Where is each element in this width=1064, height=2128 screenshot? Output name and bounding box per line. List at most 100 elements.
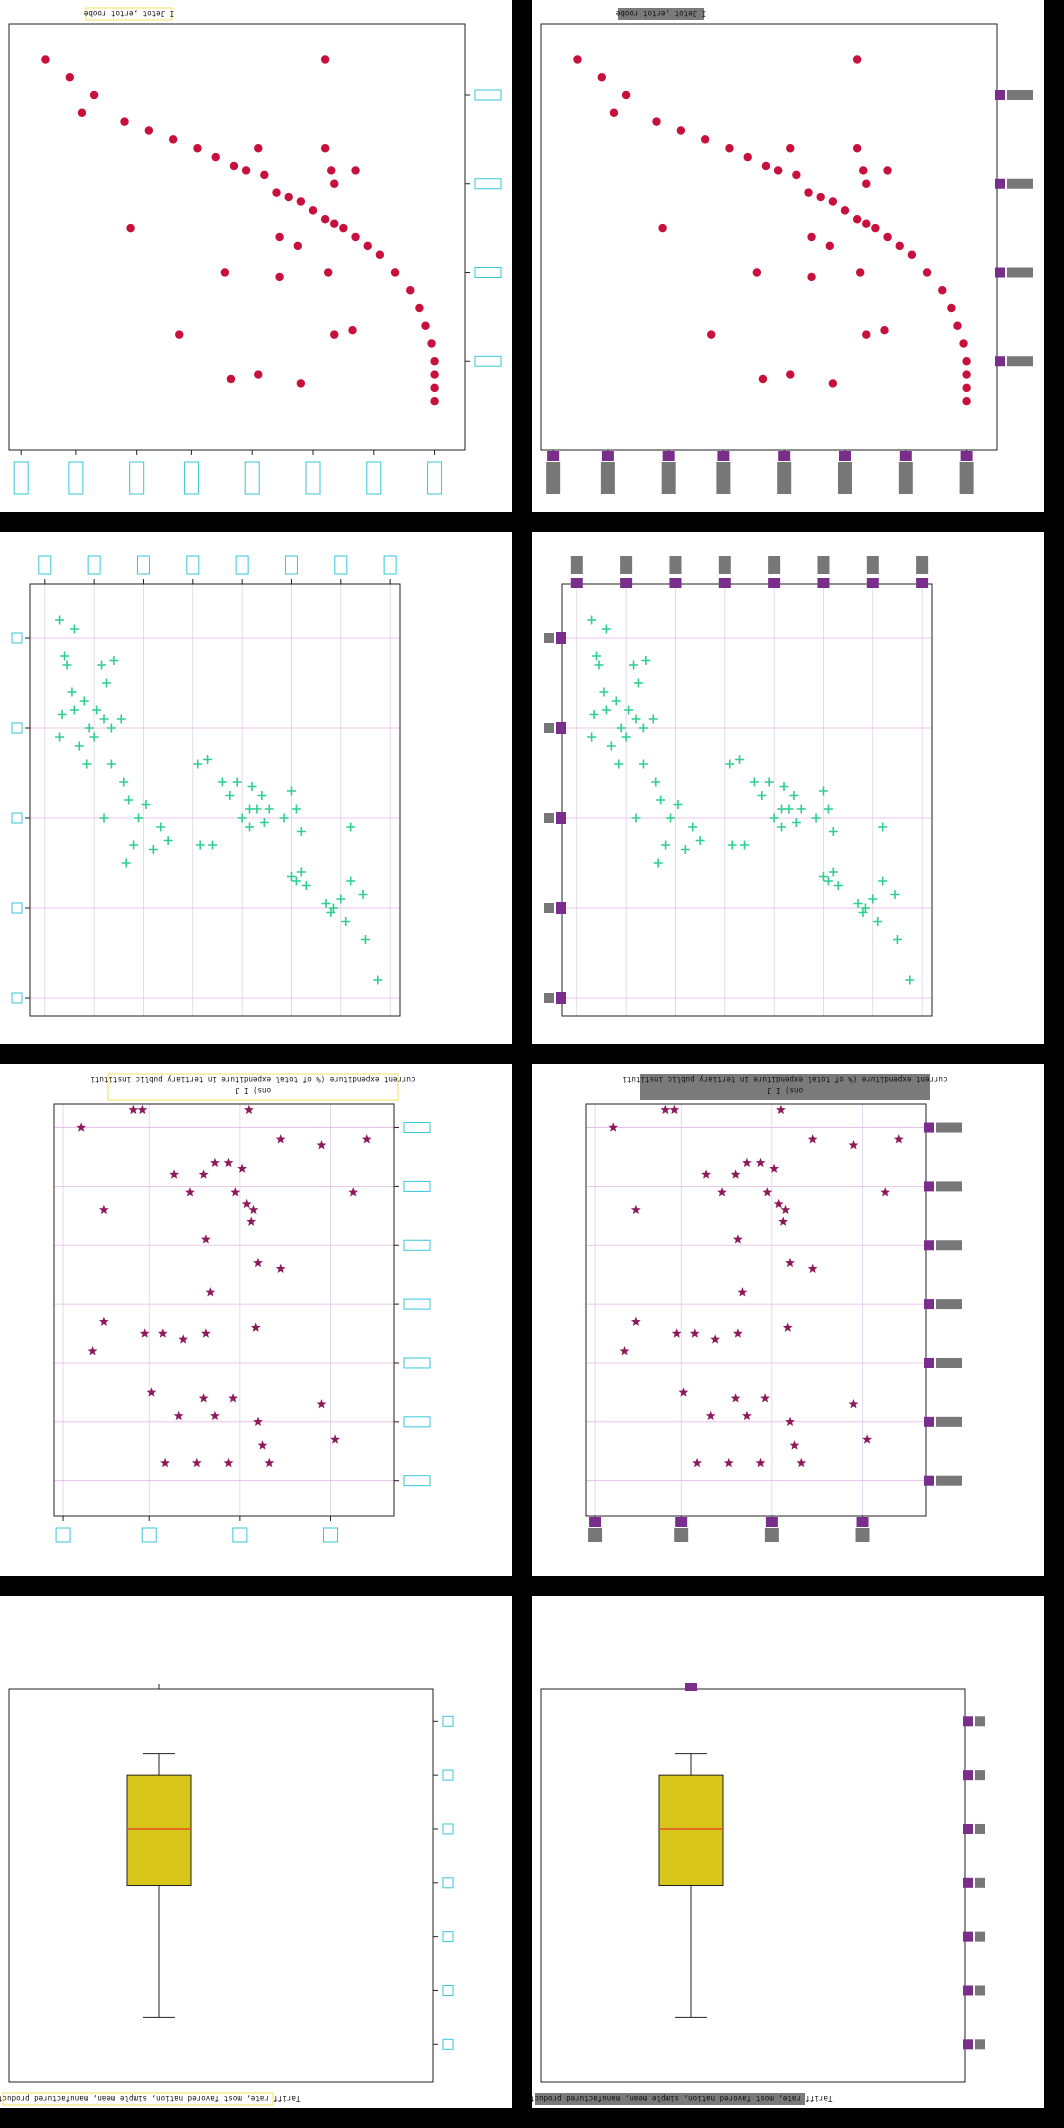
data-point-54 bbox=[833, 881, 843, 890]
data-point-17 bbox=[57, 710, 67, 719]
data-point-34 bbox=[883, 166, 892, 175]
data-point-14 bbox=[616, 723, 626, 733]
y-tick-box bbox=[556, 722, 566, 734]
data-point-23 bbox=[619, 1346, 630, 1356]
y-tick-label-box bbox=[975, 2039, 985, 2050]
data-point-58 bbox=[858, 908, 868, 917]
y-tick-box bbox=[924, 1416, 934, 1427]
x-tick-label-box bbox=[55, 1527, 71, 1543]
x-tick-label-box bbox=[546, 462, 561, 494]
data-point-8 bbox=[701, 1169, 712, 1179]
y-tick-label-box bbox=[11, 632, 23, 644]
x-tick-box bbox=[601, 451, 614, 461]
data-point-26 bbox=[99, 813, 109, 823]
y-tick-label-box bbox=[544, 633, 554, 643]
data-point-60 bbox=[878, 876, 888, 886]
data-point-33 bbox=[327, 166, 336, 175]
data-point-30 bbox=[146, 1387, 157, 1397]
data-point-45 bbox=[823, 804, 833, 814]
data-layer bbox=[76, 1104, 372, 1468]
data-point-1 bbox=[128, 1104, 139, 1115]
y-tick-label-box bbox=[544, 903, 554, 913]
data-point-29 bbox=[962, 383, 971, 393]
x-tick-box bbox=[817, 578, 830, 588]
y-tick-label-box bbox=[11, 902, 23, 914]
x-tick-label-box bbox=[674, 1528, 689, 1542]
data-point-0 bbox=[573, 55, 582, 64]
data-point-27 bbox=[732, 1328, 743, 1338]
data-point-6 bbox=[611, 696, 621, 706]
data-point-46 bbox=[811, 813, 821, 823]
data-point-15 bbox=[840, 206, 850, 215]
x-tick-label-box bbox=[244, 461, 260, 495]
y-tick-label-box bbox=[474, 89, 502, 101]
chart-panel-3-a: current expenditure (% of total expendit… bbox=[0, 1064, 512, 1576]
data-layer bbox=[658, 1753, 724, 2018]
data-point-16 bbox=[606, 741, 616, 751]
x-tick-box bbox=[620, 578, 633, 588]
data-point-2 bbox=[592, 651, 602, 661]
data-point-46 bbox=[279, 813, 289, 823]
data-point-34 bbox=[228, 1393, 238, 1403]
data-point-32 bbox=[320, 144, 330, 153]
data-layer bbox=[41, 55, 439, 406]
data-point-48 bbox=[828, 379, 838, 388]
y-tick-label-box bbox=[936, 1122, 962, 1133]
y-axis-label-box bbox=[2, 2092, 274, 2106]
plot-frame bbox=[8, 23, 466, 451]
data-point-63 bbox=[373, 975, 383, 985]
data-point-5 bbox=[316, 1140, 327, 1150]
data-point-48 bbox=[791, 818, 801, 827]
data-point-4 bbox=[275, 1134, 286, 1144]
y-tick-label-box bbox=[975, 1931, 985, 1942]
data-point-17 bbox=[862, 219, 871, 228]
data-point-31 bbox=[852, 55, 862, 64]
data-point-30 bbox=[195, 840, 205, 850]
data-point-27 bbox=[129, 840, 139, 850]
y-tick-label-box bbox=[936, 1240, 962, 1251]
data-point-21 bbox=[119, 777, 129, 787]
data-layer bbox=[55, 615, 383, 985]
data-point-13 bbox=[284, 192, 293, 202]
chart-panel-1-a: I Jetot ,ertot roobe bbox=[0, 0, 512, 512]
data-layer bbox=[608, 1104, 904, 1468]
data-point-0 bbox=[608, 1122, 619, 1132]
x-tick-label-box bbox=[183, 461, 199, 495]
y-tick-label-box bbox=[936, 1475, 962, 1486]
data-point-9 bbox=[761, 161, 771, 171]
data-point-36 bbox=[764, 777, 774, 787]
data-point-19 bbox=[614, 759, 624, 769]
data-point-35 bbox=[217, 777, 227, 787]
y-axis-label: Tariff rate, most favored nation, simple… bbox=[532, 2094, 833, 2103]
data-point-37 bbox=[757, 791, 767, 800]
y-tick-box bbox=[924, 1299, 934, 1310]
data-point-41 bbox=[223, 1457, 234, 1468]
data-point-39 bbox=[293, 241, 302, 251]
data-point-34 bbox=[203, 755, 213, 764]
data-point-12 bbox=[272, 188, 281, 197]
data-point-16 bbox=[852, 215, 862, 224]
data-point-41 bbox=[769, 813, 779, 823]
x-tick-box bbox=[570, 578, 583, 588]
x-tick-box bbox=[718, 578, 731, 588]
data-point-10 bbox=[241, 166, 251, 175]
data-point-42 bbox=[796, 1457, 807, 1468]
data-point-0 bbox=[41, 55, 50, 64]
data-point-40 bbox=[723, 1457, 734, 1468]
data-point-26 bbox=[631, 813, 641, 823]
data-point-18 bbox=[732, 1234, 743, 1244]
data-point-6 bbox=[361, 1134, 372, 1144]
data-point-29 bbox=[680, 845, 690, 854]
data-point-7 bbox=[193, 144, 202, 153]
data-point-1 bbox=[65, 73, 75, 82]
data-point-22 bbox=[656, 795, 666, 805]
data-point-47 bbox=[828, 827, 838, 836]
chart-panel-4-b: Tariff rate, most favored nation, simple… bbox=[532, 1596, 1044, 2108]
y-tick-label-box bbox=[403, 1122, 431, 1134]
data-point-36 bbox=[232, 777, 242, 787]
data-point-15 bbox=[89, 732, 99, 742]
data-point-7 bbox=[725, 144, 734, 153]
x-tick-box bbox=[765, 1517, 778, 1527]
data-point-25 bbox=[688, 822, 698, 832]
data-point-6 bbox=[168, 135, 178, 144]
